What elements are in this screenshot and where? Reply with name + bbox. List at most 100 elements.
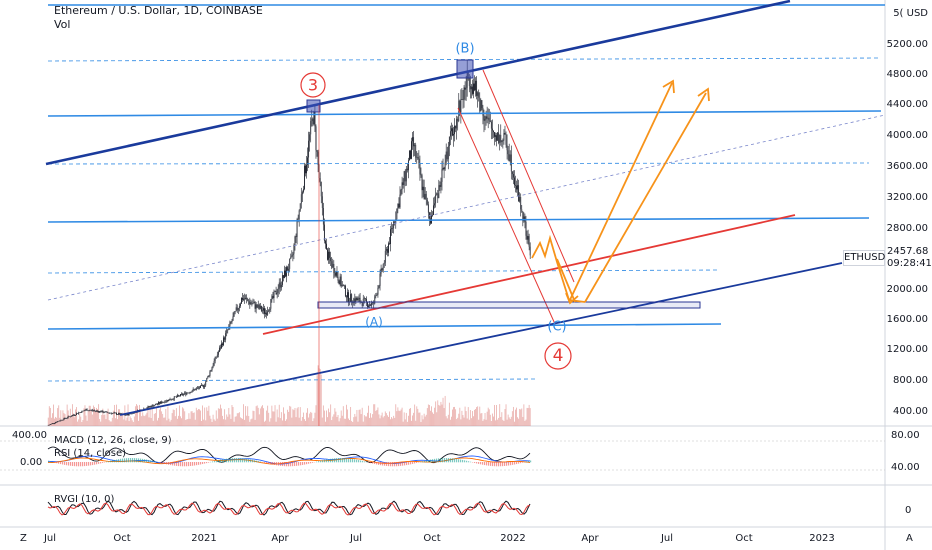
volume-bar	[161, 411, 163, 426]
volume-bar	[421, 415, 423, 426]
volume-bar	[121, 414, 123, 426]
volume-bar	[155, 407, 157, 426]
volume-bar	[120, 415, 122, 426]
volume-bar	[440, 401, 442, 426]
candle-body	[434, 203, 436, 206]
candle-body	[479, 97, 481, 112]
candle-body	[94, 410, 95, 412]
volume-label[interactable]: Vol	[54, 18, 71, 31]
candle-body	[203, 385, 205, 388]
price-tick: 4800.00	[886, 69, 928, 80]
candle-body	[47, 425, 49, 426]
volume-bar	[53, 404, 54, 426]
volume-bar	[162, 413, 164, 426]
volume-bar	[497, 419, 499, 426]
volume-bar	[84, 405, 86, 426]
macd-histogram-bar	[312, 462, 314, 463]
macd-histogram-bar	[82, 462, 84, 467]
macd-label[interactable]: MACD (12, 26, close, 9)	[54, 435, 172, 446]
macd-histogram-bar	[360, 460, 362, 463]
macd-histogram-bar	[418, 462, 420, 463]
candle-body	[179, 395, 180, 397]
macd-histogram-bar	[80, 462, 82, 467]
candle-body	[184, 392, 186, 394]
volume-bar	[443, 408, 445, 426]
zoom-corner-left[interactable]: Z	[20, 533, 27, 544]
macd-histogram-bar	[412, 462, 414, 464]
candle-body	[249, 302, 251, 305]
volume-bar	[381, 412, 383, 426]
volume-bar	[488, 409, 490, 426]
volume-bar	[477, 406, 479, 426]
macd-tick-400: 400.00	[12, 430, 47, 441]
symbol-title[interactable]: Ethereum / U.S. Dollar, 1D, COINBASE	[54, 4, 263, 17]
rvgi-label[interactable]: RVGI (10, 0)	[54, 494, 115, 505]
candle-body	[226, 330, 228, 334]
candle-body	[353, 298, 355, 304]
volume-bar	[430, 410, 431, 426]
volume-bar	[119, 409, 121, 426]
candle-body	[260, 305, 262, 311]
volume-bar	[137, 405, 138, 426]
macd-histogram-bar	[206, 462, 208, 464]
candle-body	[474, 83, 475, 91]
candle-body	[460, 99, 462, 113]
candle-body	[278, 282, 280, 290]
candle-body	[115, 412, 116, 414]
candle-body	[174, 396, 176, 398]
candle-body	[69, 416, 71, 418]
volume-bar	[189, 418, 191, 426]
candle-body	[83, 410, 85, 412]
candle-body	[86, 409, 88, 411]
candle-body	[373, 302, 375, 304]
volume-bar	[415, 420, 417, 426]
macd-histogram-bar	[444, 458, 446, 463]
volume-bar	[505, 404, 507, 426]
candle-body	[484, 119, 486, 121]
volume-bar	[221, 408, 222, 426]
rsi-line	[47, 446, 531, 464]
candle-body	[104, 411, 106, 413]
price-axis-unit[interactable]: 5( USD	[893, 8, 928, 19]
macd-histogram-bar	[228, 458, 230, 463]
volume-bar	[403, 412, 405, 426]
macd-histogram-bar	[150, 460, 152, 463]
macd-histogram-bar	[172, 462, 174, 466]
candle-body	[190, 391, 192, 393]
volume-bar	[69, 408, 71, 426]
time-tick: Apr	[271, 533, 289, 544]
macd-histogram-bar	[328, 459, 330, 463]
candle-body	[302, 189, 304, 193]
candle-body	[224, 337, 226, 340]
macd-histogram-bar	[408, 462, 410, 465]
volume-bar	[417, 408, 419, 426]
candle-body	[397, 203, 399, 209]
volume-bar	[105, 419, 107, 426]
time-tick: 2022	[500, 533, 526, 544]
volume-bar	[280, 412, 282, 426]
auto-scale-corner[interactable]: A	[906, 533, 913, 544]
macd-histogram-bar	[234, 458, 236, 463]
rsi-label[interactable]: RSI (14, close)	[54, 448, 127, 459]
volume-bar	[139, 404, 140, 426]
candle-body	[67, 416, 69, 418]
volume-bar	[203, 419, 205, 426]
volume-bar	[321, 417, 323, 426]
volume-bar	[148, 417, 150, 426]
candle-body	[234, 311, 236, 313]
candle-body	[61, 419, 63, 421]
candle-body	[237, 308, 239, 311]
macd-histogram-bar	[246, 458, 248, 463]
candle-body	[167, 400, 169, 402]
volume-bar	[116, 404, 117, 426]
volume-bar	[178, 415, 179, 426]
volume-bar	[410, 408, 411, 426]
candle-body	[526, 235, 528, 240]
candle-body	[357, 298, 359, 301]
candle-body	[372, 302, 374, 304]
candle-body	[378, 285, 380, 288]
volume-bar	[486, 411, 488, 426]
candle-body	[316, 150, 318, 152]
